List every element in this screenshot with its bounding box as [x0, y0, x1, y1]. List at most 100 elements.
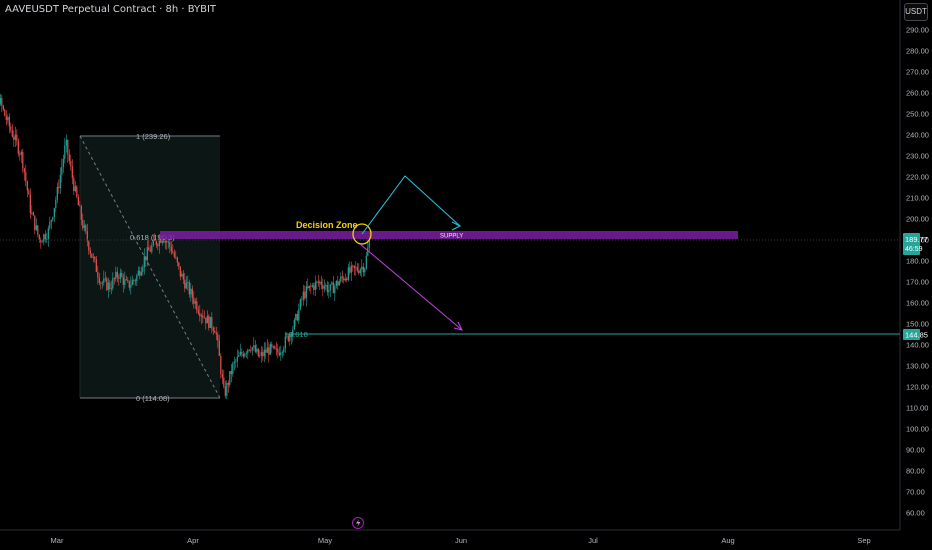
- lightning-icon[interactable]: [352, 517, 364, 529]
- candle-body: [289, 334, 291, 341]
- candle: [29, 188, 31, 219]
- candle: [106, 276, 108, 292]
- candle-body: [94, 256, 96, 260]
- currency-button[interactable]: USDT: [904, 3, 928, 21]
- candle: [199, 304, 201, 322]
- candle: [355, 261, 357, 276]
- candle-body: [187, 282, 189, 284]
- x-tick-label: May: [318, 536, 332, 545]
- candle-body: [316, 281, 318, 283]
- candle-body: [173, 252, 175, 257]
- candle: [364, 267, 366, 277]
- candle-body: [119, 272, 121, 279]
- y-tick-label: 110.00: [906, 404, 928, 413]
- candle-body: [347, 267, 349, 281]
- candle-body: [247, 349, 249, 354]
- candle: [221, 369, 223, 385]
- candle: [208, 314, 210, 331]
- candle-body: [74, 186, 76, 192]
- candle: [185, 276, 187, 290]
- candle: [145, 256, 147, 267]
- candle-body: [23, 168, 25, 173]
- candle: [146, 240, 148, 267]
- symbol-title: AAVEUSDT Perpetual Contract · 8h · BYBIT: [5, 4, 217, 15]
- candle: [353, 265, 355, 276]
- candle-body: [197, 310, 199, 314]
- candle-body: [127, 280, 129, 281]
- candle-body: [227, 382, 229, 385]
- candle-body: [41, 241, 43, 243]
- y-tick-label: 160.00: [906, 299, 929, 308]
- candle-body: [154, 239, 156, 241]
- candle: [256, 344, 258, 354]
- candle: [98, 273, 100, 286]
- fibonacci-retracement[interactable]: 1 (239.26) 0.618 (190.3) 0 (114.08): [79, 132, 221, 403]
- candle: [344, 273, 346, 282]
- candle-body: [350, 265, 352, 273]
- candle-body: [83, 225, 85, 229]
- candle-body: [158, 238, 160, 246]
- candle-body: [155, 240, 157, 246]
- y-tick-label: 140.00: [906, 341, 929, 350]
- candle-body: [22, 151, 24, 169]
- candle-body: [284, 336, 286, 349]
- candle-body: [1, 97, 3, 106]
- candle: [223, 370, 225, 389]
- fib-618-support-label: 0.618: [289, 330, 308, 339]
- candle-body: [260, 352, 262, 356]
- candle-body: [82, 219, 84, 229]
- candle-body: [115, 271, 117, 279]
- candle: [203, 310, 205, 319]
- candle: [110, 280, 112, 295]
- candle: [328, 281, 330, 299]
- candle-body: [109, 282, 111, 290]
- supply-zone[interactable]: [160, 231, 738, 239]
- candle: [308, 285, 310, 292]
- candle: [10, 122, 12, 133]
- candle: [188, 279, 190, 298]
- candle-body: [95, 259, 97, 273]
- candle: [271, 341, 273, 353]
- candle-body: [235, 361, 237, 363]
- candle: [55, 196, 57, 213]
- candle-body: [293, 319, 295, 330]
- candle: [61, 158, 63, 183]
- candle: [229, 371, 231, 388]
- candle: [31, 205, 33, 216]
- candle: [64, 137, 66, 164]
- candle: [205, 317, 207, 330]
- current-price-value: 189.77: [905, 235, 928, 244]
- candle: [266, 339, 268, 353]
- candle: [323, 279, 325, 293]
- candle-body: [37, 225, 39, 235]
- candle: [89, 247, 91, 258]
- candle-body: [169, 241, 171, 247]
- price-axis[interactable]: 60.00 70.00 80.00 90.00 100.00 110.00 120.00 13…: [906, 26, 929, 518]
- candle: [5, 110, 7, 126]
- y-tick-label: 260.00: [906, 89, 929, 98]
- candle-body: [286, 335, 288, 337]
- candle-body: [307, 286, 309, 289]
- candle-body: [265, 349, 267, 353]
- candle: [182, 270, 184, 285]
- candle: [94, 256, 96, 263]
- candle: [283, 345, 285, 356]
- candle-body: [88, 241, 90, 251]
- candle: [125, 275, 127, 281]
- candle-body: [314, 282, 316, 290]
- candle: [115, 266, 117, 282]
- time-axis[interactable]: Mar Apr May Jun Jul Aug Sep: [51, 536, 871, 545]
- candle-body: [358, 270, 360, 274]
- candle-body: [331, 282, 333, 285]
- candle-body: [268, 347, 270, 355]
- candle: [215, 326, 217, 341]
- candle-body: [65, 139, 67, 146]
- candle-body: [328, 289, 330, 293]
- candle: [236, 349, 238, 368]
- candle: [37, 225, 39, 238]
- candle: [265, 342, 267, 359]
- candle-body: [208, 315, 210, 328]
- candle-body: [140, 271, 142, 276]
- y-tick-label: 220.00: [906, 173, 929, 182]
